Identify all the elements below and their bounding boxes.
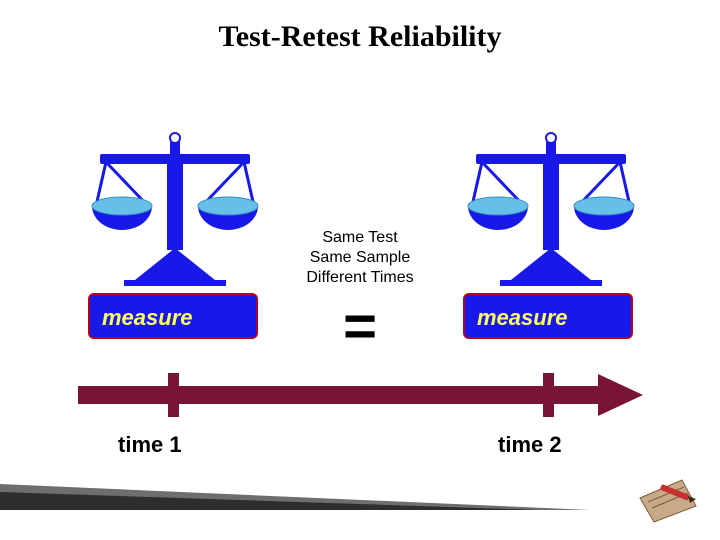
page-title: Test-Retest Reliability [0, 20, 720, 54]
measure-box-right: measure [463, 293, 633, 339]
center-line-1: Same Test [280, 228, 440, 248]
timeline-arrow [78, 370, 643, 420]
decorative-wedge [0, 440, 590, 510]
equals-sign: = [280, 293, 440, 360]
center-line-2: Same Sample [280, 248, 440, 268]
scale-left-icon [90, 126, 260, 286]
notepad-pencil-icon [638, 472, 702, 524]
measure-box-left: measure [88, 293, 258, 339]
measure-label-right: measure [477, 305, 568, 330]
center-caption: Same Test Same Sample Different Times [280, 228, 440, 288]
scale-right-icon [466, 126, 636, 286]
center-line-3: Different Times [280, 268, 440, 288]
measure-label-left: measure [102, 305, 193, 330]
